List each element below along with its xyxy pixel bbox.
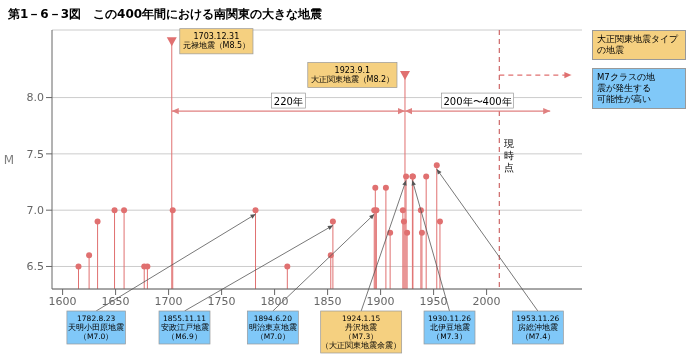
- svg-text:1703.12.31元禄地震（M8.5）: 1703.12.31元禄地震（M8.5）: [183, 32, 251, 51]
- svg-text:8.0: 8.0: [27, 91, 45, 104]
- svg-text:1930.11.26北伊豆地震（M7.3）: 1930.11.26北伊豆地震（M7.3）: [428, 314, 471, 341]
- svg-text:7.5: 7.5: [27, 148, 45, 161]
- svg-text:220年: 220年: [274, 96, 303, 107]
- svg-text:1894.6.20明治東京地震（M7.0）: 1894.6.20明治東京地震（M7.0）: [249, 314, 297, 341]
- svg-text:6.5: 6.5: [27, 260, 45, 273]
- svg-text:1953.11.26房総沖地震（M7.4）: 1953.11.26房総沖地震（M7.4）: [516, 314, 559, 341]
- svg-text:1750: 1750: [208, 295, 236, 308]
- svg-text:1950: 1950: [420, 295, 448, 308]
- svg-text:M: M: [8, 153, 14, 167]
- svg-text:1782.8.23天明小田原地震（M7.0）: 1782.8.23天明小田原地震（M7.0）: [68, 314, 124, 341]
- svg-text:1650: 1650: [102, 295, 130, 308]
- html-text:M7クラスの地 震が発生する 可能性が高い: M7クラスの地 震が発生する 可能性が高い: [597, 72, 655, 104]
- svg-text:1850: 1850: [314, 295, 342, 308]
- svg-text:7.0: 7.0: [27, 204, 45, 217]
- svg-text:1700: 1700: [155, 295, 183, 308]
- html-text:大正関東地震タイプ の地震: 大正関東地震タイプ の地震: [597, 34, 678, 55]
- svg-text:1923.9.1大正関東地震（M8.2）: 1923.9.1大正関東地震（M8.2）: [311, 66, 395, 85]
- svg-text:1855.11.11安政江戸地震（M6.9）: 1855.11.11安政江戸地震（M6.9）: [161, 314, 209, 341]
- svg-text:1600: 1600: [49, 295, 77, 308]
- svg-text:1924.1.15丹沢地震（M7.3）（大正関東地震余震）: 1924.1.15丹沢地震（M7.3）（大正関東地震余震）: [321, 314, 401, 350]
- svg-text:200年〜400年: 200年〜400年: [443, 96, 511, 107]
- svg-text:1800: 1800: [261, 295, 289, 308]
- svg-text:2000: 2000: [473, 295, 501, 308]
- svg-text:現時点: 現時点: [504, 138, 514, 173]
- svg-text:1900: 1900: [367, 295, 395, 308]
- html-text:第1－6－3図 この400年間における南関東の大きな地震: 第1－6－3図 この400年間における南関東の大きな地震: [8, 7, 323, 21]
